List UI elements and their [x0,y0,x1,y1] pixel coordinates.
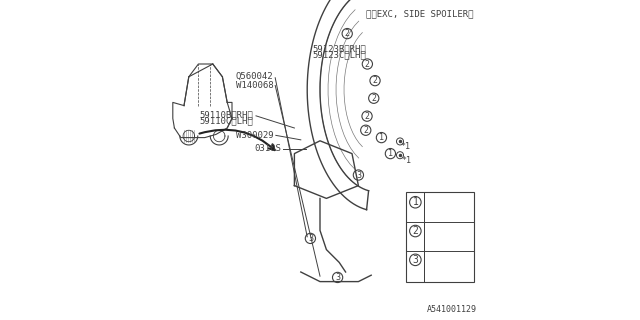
Text: W140065: W140065 [428,226,468,236]
Text: W140007: W140007 [428,255,468,265]
Text: A541001129: A541001129 [427,305,477,314]
Text: Q560042: Q560042 [236,72,274,81]
Text: 2: 2 [365,60,370,68]
Text: 59123B〈RH〉: 59123B〈RH〉 [312,44,365,53]
Text: W300029: W300029 [236,131,274,140]
Text: 1: 1 [388,149,393,158]
Text: 2: 2 [412,226,419,236]
Text: 2: 2 [364,126,368,135]
Text: 2: 2 [372,76,378,85]
Text: 59110C〈LH〉: 59110C〈LH〉 [199,116,253,125]
Text: 2: 2 [365,112,369,121]
Text: W130051: W130051 [428,197,468,207]
Text: ※〈EXC, SIDE SPOILER〉: ※〈EXC, SIDE SPOILER〉 [366,10,474,19]
Text: 3: 3 [356,171,361,180]
Text: 1: 1 [379,133,384,142]
Text: 3: 3 [308,234,313,243]
Text: 2: 2 [371,94,376,103]
Text: 59123C〈LH〉: 59123C〈LH〉 [312,51,365,60]
Text: 3: 3 [335,273,340,282]
Text: 3: 3 [412,255,419,265]
Text: 59110B〈RH〉: 59110B〈RH〉 [199,110,253,119]
Text: *1: *1 [400,142,410,151]
Text: W140068: W140068 [236,81,274,90]
Text: 2: 2 [345,29,349,38]
Text: 0310S: 0310S [255,144,282,153]
Text: 1: 1 [412,197,419,207]
Text: *1: *1 [401,156,412,164]
FancyBboxPatch shape [406,192,474,282]
